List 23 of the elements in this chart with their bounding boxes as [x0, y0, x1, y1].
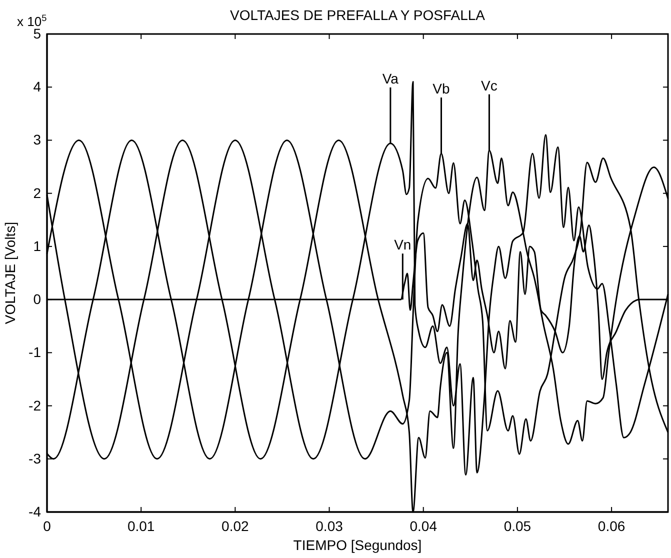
- x-axis-title: TIEMPO [Segundos]: [293, 537, 422, 553]
- y-tick-label: -3: [28, 450, 42, 466]
- y-tick-label: -2: [28, 397, 42, 414]
- annotation: Vc: [481, 77, 498, 94]
- y-tick-label: -4: [28, 503, 42, 520]
- y-tick-label: 4: [33, 78, 42, 95]
- y-axis-title: VOLTAJE [Volts]: [2, 222, 18, 324]
- x-tick-label: 0.04: [410, 518, 438, 534]
- x-tick-label: 0.01: [127, 518, 155, 534]
- x-tick-label: 0.05: [504, 518, 532, 534]
- annotation: Vn: [394, 236, 412, 253]
- x-tick-label: 0.02: [222, 518, 250, 534]
- y-tick-label: 0: [33, 291, 42, 308]
- y-tick-label: -1: [28, 344, 42, 360]
- annotation: Va: [382, 70, 399, 86]
- annotation: Vb: [432, 80, 450, 96]
- y-tick-label: 2: [33, 184, 42, 201]
- y-tick-label: 1: [33, 238, 42, 254]
- y-tick-label: 3: [33, 132, 42, 148]
- x-tick-label: 0.03: [316, 518, 344, 534]
- x-tick-label: 0.06: [598, 518, 626, 534]
- x-tick-label: 0: [43, 518, 52, 534]
- chart-title: VOLTAJES DE PREFALLA Y POSFALLA: [230, 7, 486, 23]
